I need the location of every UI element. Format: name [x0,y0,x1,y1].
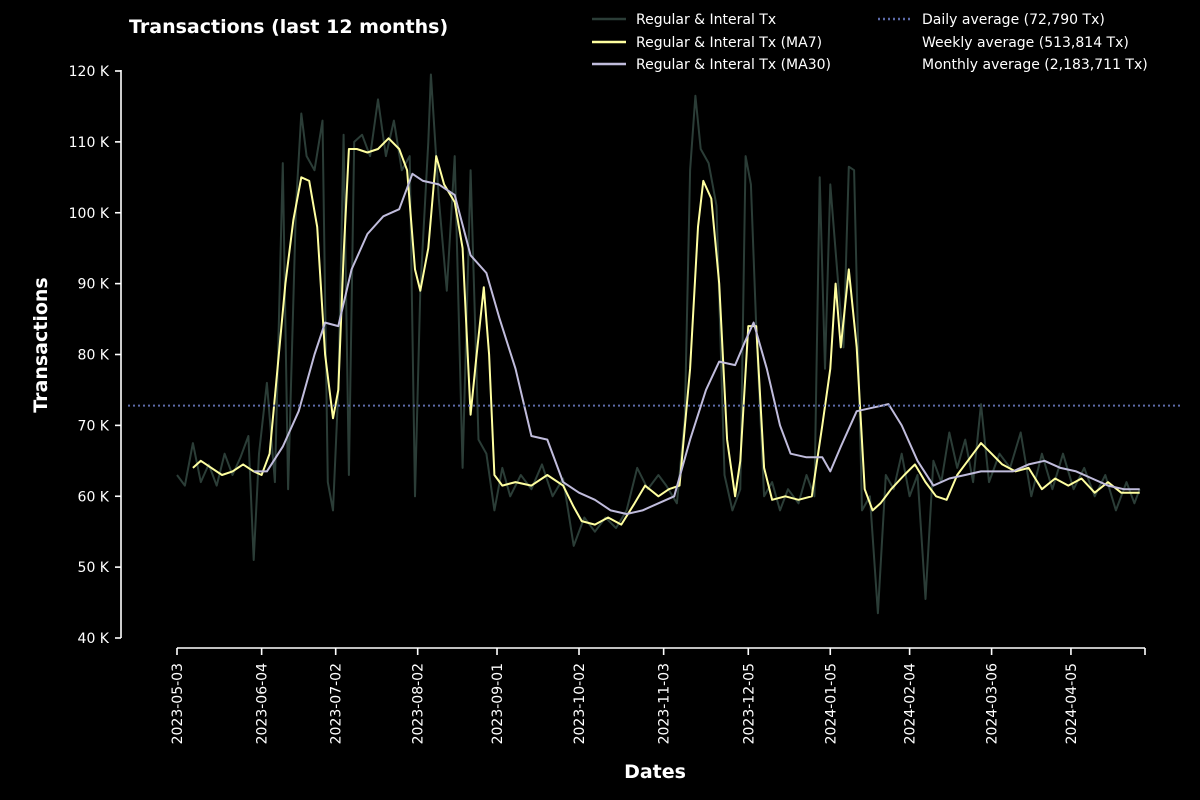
x-ticks: 2023-05-03 2023-06-04 2023-07-02 2023-08-02… [170,648,1146,744]
y-tick-label: 100 K [69,206,110,222]
series-line-2 [253,172,1140,515]
x-tick-label: 2023-12-05 [741,663,757,744]
y-axis-label: Transactions [30,277,52,412]
x-tick-label: 2023-10-02 [572,663,588,744]
legend: Regular & Interal Tx Regular & Interal Tx… [592,12,1148,73]
y-tick-label: 60 K [78,489,110,505]
chart-title: Transactions (last 12 months) [129,16,448,38]
x-tick-label: 2023-07-02 [329,663,345,744]
legend-label: Regular & Interal Tx [636,12,776,28]
legend-label: Regular & Interal Tx (MA30) [636,57,831,73]
x-tick-label: 2023-09-01 [490,663,506,744]
legend-label: Daily average (72,790 Tx) [922,12,1105,28]
x-tick-label: 2023-11-03 [657,663,673,744]
x-tick-label: 2023-05-03 [170,663,186,744]
x-tick-label: 2023-06-04 [255,663,271,744]
x-tick-label: 2024-03-06 [985,663,1001,744]
legend-label: Weekly average (513,814 Tx) [922,35,1129,51]
legend-label: Regular & Interal Tx (MA7) [636,35,822,51]
legend-label: Monthly average (2,183,711 Tx) [922,57,1148,73]
series-line-1 [192,137,1140,526]
y-tick-label: 40 K [78,631,110,647]
x-tick-label: 2024-01-05 [823,663,839,744]
y-tick-label: 120 K [69,64,110,80]
x-axis-label: Dates [624,761,686,783]
y-ticks: 40 K 50 K 60 K 70 K 80 K 90 K 100 K 110 K 120 K [69,64,121,647]
y-tick-label: 110 K [69,135,110,151]
x-tick-label: 2023-08-02 [411,663,427,744]
plot-area [128,73,1180,615]
y-tick-label: 80 K [78,348,110,364]
y-tick-label: 50 K [78,560,110,576]
y-tick-label: 90 K [78,277,110,293]
y-tick-label: 70 K [78,418,110,434]
series-line-0 [176,73,1141,615]
x-tick-label: 2024-02-04 [903,663,919,744]
x-tick-label: 2024-04-05 [1064,663,1080,744]
